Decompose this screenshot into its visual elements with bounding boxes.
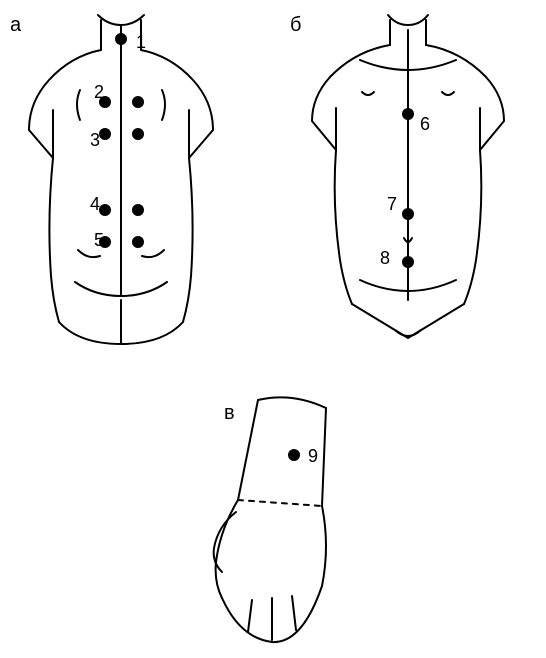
point-dot bbox=[99, 236, 111, 248]
point-dot bbox=[288, 449, 300, 461]
figure-a-back bbox=[29, 15, 213, 344]
dots-layer bbox=[99, 33, 414, 461]
point-dot bbox=[132, 204, 144, 216]
point-dot bbox=[402, 256, 414, 268]
point-dot bbox=[402, 208, 414, 220]
point-dot bbox=[402, 108, 414, 120]
point-dot bbox=[99, 96, 111, 108]
point-dot bbox=[99, 204, 111, 216]
point-dot bbox=[99, 128, 111, 140]
figure-b-front bbox=[312, 15, 504, 338]
figures-svg bbox=[0, 0, 546, 658]
diagram-canvas: а б в 1 2 3 4 5 6 7 8 9 bbox=[0, 0, 546, 658]
point-dot bbox=[132, 128, 144, 140]
point-dot bbox=[132, 96, 144, 108]
point-dot bbox=[115, 33, 127, 45]
point-dot bbox=[132, 236, 144, 248]
figure-c-hand bbox=[214, 397, 326, 642]
